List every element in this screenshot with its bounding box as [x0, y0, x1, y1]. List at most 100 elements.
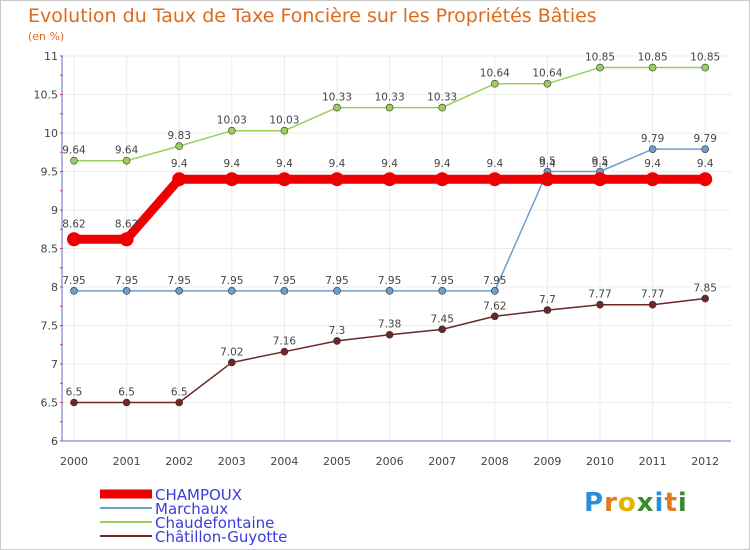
data-label: 7.95	[378, 275, 401, 287]
x-tick-label: 2007	[428, 455, 456, 468]
data-point	[228, 126, 236, 135]
data-label: 7.7	[539, 294, 556, 306]
data-label: 6.5	[118, 387, 135, 399]
data-label: 10.64	[532, 68, 562, 80]
data-point	[70, 156, 78, 165]
data-label: 9.4	[644, 158, 661, 170]
data-label: 9.4	[276, 158, 293, 170]
legend-label: CHAMPOUX	[155, 486, 242, 504]
x-tick-label: 2008	[481, 455, 509, 468]
data-point	[122, 156, 131, 165]
data-label: 8.62	[115, 218, 138, 230]
data-label: 9.4	[697, 158, 714, 170]
data-point	[175, 398, 183, 407]
data-point	[70, 287, 78, 295]
data-label: 7.62	[483, 300, 506, 312]
data-label: 9.5	[592, 156, 609, 168]
data-label: 9.79	[694, 133, 717, 145]
data-point	[648, 145, 657, 153]
data-point	[175, 142, 183, 150]
data-point	[701, 294, 710, 303]
data-label: 8.62	[62, 218, 85, 230]
data-point	[435, 172, 450, 187]
data-point	[438, 325, 447, 334]
data-point	[333, 337, 341, 345]
data-label: 9.64	[62, 145, 86, 157]
data-label: 10.03	[217, 115, 247, 127]
data-point	[490, 312, 499, 321]
x-tick-label: 2006	[376, 455, 404, 468]
data-label: 6.5	[171, 387, 188, 399]
logo-letter: i	[654, 488, 665, 518]
data-point	[228, 287, 236, 295]
data-point	[490, 287, 499, 295]
x-tick-label: 2012	[691, 455, 719, 468]
data-point	[277, 172, 292, 187]
data-point	[490, 79, 499, 88]
data-point	[543, 79, 552, 88]
x-tick-label: 2004	[270, 455, 298, 468]
legend-label: Marchaux	[155, 500, 228, 518]
y-tick-label: 9.5	[41, 166, 59, 179]
data-label: 9.4	[486, 158, 503, 170]
logo-letter: P	[584, 488, 605, 518]
data-point	[596, 63, 604, 72]
data-point	[540, 172, 555, 187]
data-point	[119, 232, 134, 247]
logo-letter: x	[636, 488, 655, 518]
data-label: 7.95	[431, 275, 454, 287]
x-tick-label: 2002	[165, 455, 193, 468]
data-point	[67, 232, 81, 247]
x-tick-label: 2010	[586, 455, 614, 468]
y-tick-label: 7.5	[41, 320, 59, 333]
data-label: 9.5	[539, 156, 556, 168]
data-point	[385, 287, 394, 295]
data-label: 7.95	[220, 275, 243, 287]
data-point	[385, 330, 394, 339]
data-point	[280, 347, 289, 356]
data-point	[382, 172, 397, 187]
data-label: 9.4	[592, 158, 609, 170]
data-label: 10.64	[480, 68, 510, 80]
data-label: 7.3	[329, 325, 346, 337]
data-point	[385, 103, 394, 112]
x-tick-label: 2011	[639, 455, 667, 468]
data-point	[438, 287, 447, 295]
data-point	[543, 306, 552, 314]
data-point	[280, 126, 289, 135]
data-point	[122, 398, 131, 407]
legend-label: Chaudefontaine	[155, 514, 274, 532]
chart-title: Evolution du Taux de Taxe Foncière sur l…	[28, 5, 597, 27]
x-tick-label: 2003	[218, 455, 246, 468]
data-point	[701, 145, 710, 153]
data-point	[645, 172, 660, 187]
data-label: 9.79	[641, 133, 664, 145]
data-label: 7.77	[588, 289, 611, 301]
data-label: 7.38	[378, 319, 401, 331]
y-tick-label: 6	[51, 435, 58, 448]
data-point	[228, 358, 236, 367]
y-tick-label: 7	[51, 358, 58, 371]
logo-letter: o	[617, 488, 637, 518]
data-point	[701, 63, 710, 72]
data-point	[698, 172, 713, 187]
data-label: 7.95	[62, 275, 85, 287]
data-label: 7.16	[273, 336, 297, 348]
data-label: 7.85	[694, 283, 717, 295]
y-tick-label: 10	[44, 127, 58, 140]
x-tick-label: 2001	[113, 455, 141, 468]
y-tick-label: 11	[44, 50, 58, 63]
y-tick-label: 6.5	[41, 397, 59, 410]
chart-subtitle: (en %)	[28, 30, 65, 43]
data-label: 10.33	[427, 92, 457, 104]
x-tick-label: 2000	[60, 455, 88, 468]
logo-letter: r	[604, 488, 618, 518]
y-tick-label: 9	[51, 204, 58, 217]
data-point	[333, 103, 341, 112]
data-label: 7.95	[115, 275, 138, 287]
data-label: 9.4	[434, 158, 451, 170]
data-label: 9.64	[115, 145, 139, 157]
data-point	[122, 287, 131, 295]
data-point	[593, 172, 607, 187]
